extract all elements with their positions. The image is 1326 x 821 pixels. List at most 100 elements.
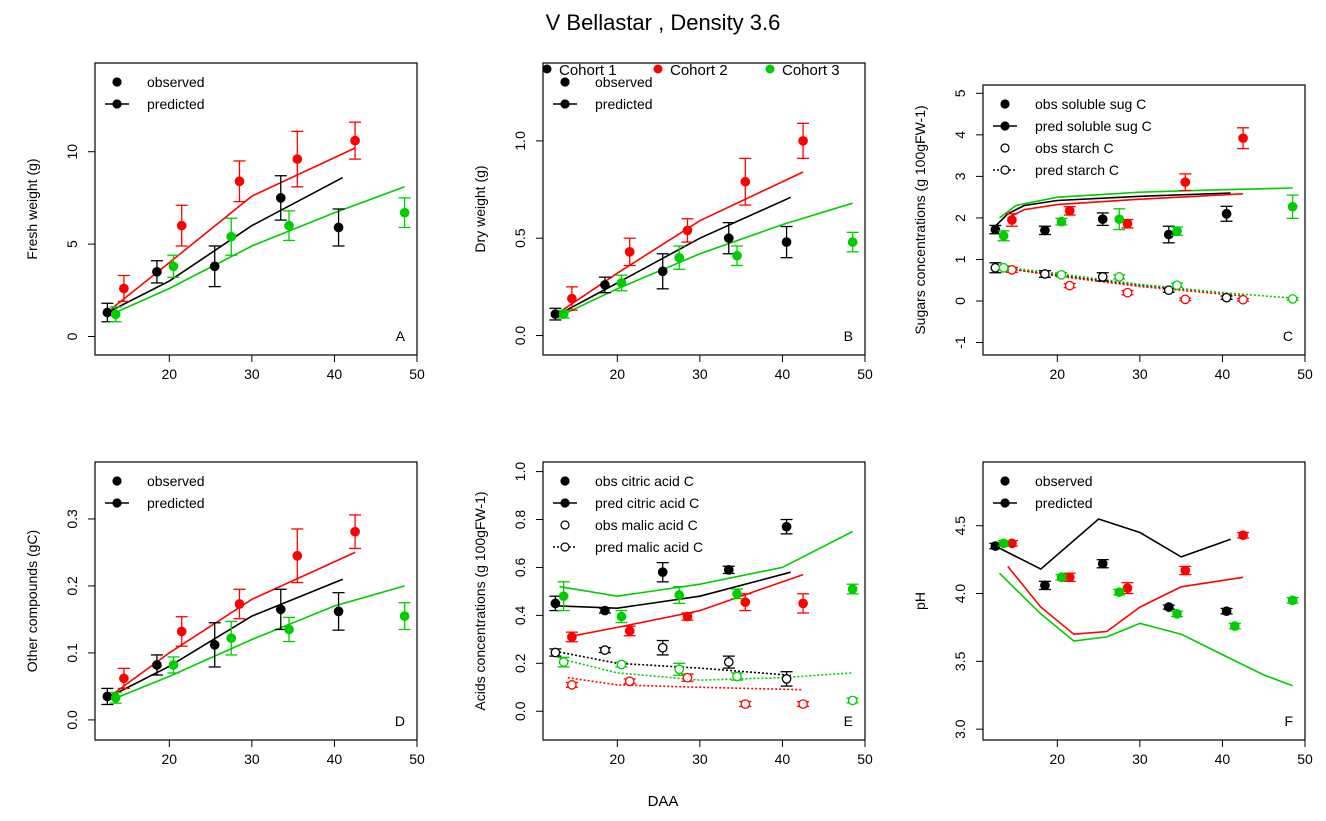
predicted-line [111,585,405,701]
x-tick-label: 40 [327,366,343,382]
predicted-starch-line [995,266,1231,295]
cohort-legend-item: Cohort 2 [653,62,728,79]
panel-legend-marker [560,542,570,552]
panel-legend: observed predicted [105,74,205,112]
observed-point [550,598,561,609]
panel-legend-label: observed [147,473,205,489]
panel-legend-item: predicted [105,495,205,511]
y-tick-label: 4.0 [952,584,968,604]
predicted-malic-line [559,657,853,681]
observed-point [1180,177,1191,188]
x-tick-label: 40 [327,751,343,767]
predicted-line [567,573,804,638]
observed-point [1122,218,1133,229]
predicted-line [555,196,792,317]
y-tick-label: 5 [64,240,80,248]
observed-starch-point [1064,280,1075,291]
observed-point [1238,530,1248,541]
observed-malic-point [732,671,742,682]
panel-d: 20 30 40 50 0.0 0.1 0.2 0.3 Other compounds (gC)… [24,461,425,767]
observed-starch-point [1097,272,1108,282]
observed-point [1056,216,1067,227]
panel-frame [542,461,866,741]
x-tick-label: 50 [857,751,873,767]
observed-point [110,692,121,703]
y-tick-label: 3 [952,172,968,180]
panel-frame [94,461,418,741]
observed-point [119,673,129,684]
observed-point [399,611,410,621]
panel-legend-label: observed [147,74,205,90]
observed-point [732,588,742,599]
panel-legend-label: obs starch C [1035,140,1114,156]
observed-malic-point [723,657,734,667]
observed-point [1122,583,1133,593]
predicted-line [107,176,344,314]
observed-point [657,266,668,277]
observed-malic-point [558,657,569,667]
observed-point [209,261,220,272]
x-tick-label: 40 [1215,366,1231,382]
observed-point [152,660,162,670]
panel-legend: obs citric acid C pred citric acid C obs m… [553,473,703,555]
x-tick-label: 30 [692,366,708,382]
observed-malic-point [798,699,808,709]
panel-letter: E [844,713,853,729]
y-tick-label: 0.0 [64,710,80,730]
y-tick-label: 1.0 [512,462,528,482]
panel-letter: B [844,328,853,344]
observed-starch-point [1221,292,1232,303]
cohort-legend-marker [653,64,663,74]
observed-point [1238,133,1248,144]
observed-starch-point [1056,269,1067,280]
observed-point [102,307,113,318]
predicted-malic-line [567,676,804,691]
observed-point [674,590,685,600]
observed-point [998,230,1009,241]
y-tick-label: 1.0 [512,131,528,151]
y-tick-label: 0 [64,332,80,340]
panel-legend-label: predicted [147,96,205,112]
panel-legend-marker [112,498,122,508]
x-tick-label: 40 [1215,751,1231,767]
observed-point [682,225,693,236]
panel-legend-marker [1000,498,1010,508]
predicted-line [995,518,1231,571]
panel-legend-label: obs soluble sug C [1035,96,1146,112]
panel-legend-marker [560,520,570,530]
observed-point [234,176,245,187]
observed-malic-point [847,695,858,706]
observed-point [798,598,808,609]
x-tick-label: 30 [1132,751,1148,767]
observed-point [226,231,237,242]
y-axis-label: pH [912,592,928,610]
x-axis-label: DAA [648,793,679,810]
cohort-legend-item: Cohort 3 [765,62,840,79]
observed-point [1056,572,1067,583]
x-tick-label: 20 [610,366,626,382]
observed-point [110,309,121,320]
observed-point [567,632,577,642]
predicted-line [994,192,1231,227]
x-tick-label: 30 [244,366,260,382]
panel-legend-label: predicted [1035,495,1093,511]
observed-point [990,224,1001,235]
observed-point [558,309,569,319]
observed-starch-point [1180,294,1191,305]
y-tick-label: 2 [952,214,968,222]
panel-legend-item: pred citric acid C [553,495,699,511]
cohort-legend: Cohort 1 Cohort 2 Cohort 3 [542,62,840,79]
observed-point [292,550,303,561]
y-tick-label: 0.5 [512,228,528,248]
observed-point [119,283,129,294]
observed-point [600,280,610,290]
observed-point [723,233,734,244]
panel-frame [982,461,1306,741]
y-tick-label: 0.2 [64,576,80,596]
panel-legend-marker [1000,476,1010,486]
panel-legend-item: obs soluble sug C [1000,96,1146,112]
y-tick-label: 0.3 [64,509,80,529]
observed-point [284,220,294,231]
panel-legend-item: obs malic acid C [560,517,698,533]
